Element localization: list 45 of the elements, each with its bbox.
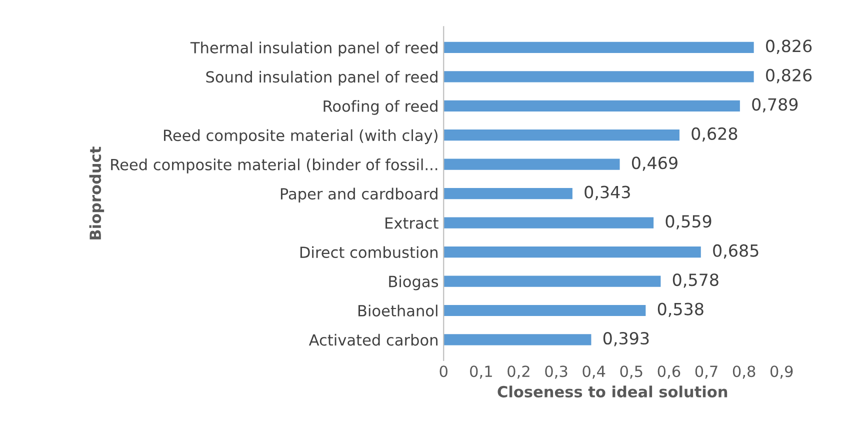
bar: [444, 71, 754, 82]
y-tick-label: Thermal insulation panel of reed: [190, 42, 438, 56]
data-label: 0,826: [766, 40, 812, 54]
y-tick-label: Direct combustion: [300, 246, 438, 258]
x-tick-label: 0,1: [470, 366, 492, 379]
bar: [444, 130, 680, 141]
data-label: 0,826: [766, 68, 812, 84]
data-label: 0,559: [666, 215, 712, 230]
x-tick-label: 0: [440, 366, 448, 378]
data-label: 0,343: [584, 186, 630, 200]
x-tick-label: 0,2: [508, 366, 530, 379]
y-tick-label: Biogas: [389, 275, 438, 290]
y-tick-label: Activated carbon: [308, 334, 438, 346]
y-tick-label: Reed composite material (with clay): [164, 129, 438, 144]
x-tick-label: 0,3: [545, 366, 568, 379]
y-tick-label: Reed composite material (binder of fossil...: [111, 158, 438, 174]
bar: [444, 42, 754, 53]
x-tick-label: 0,7: [695, 366, 718, 379]
data-label: 0,789: [752, 98, 798, 112]
data-label: 0,685: [713, 244, 758, 259]
data-label: 0,469: [632, 156, 678, 171]
x-tick-label: 0,9: [770, 366, 793, 379]
bar: [444, 217, 654, 228]
bar: [444, 100, 740, 112]
data-label: 0,393: [603, 332, 649, 346]
y-tick-label: Paper and cardboard: [280, 188, 438, 203]
bar: [444, 334, 592, 346]
data-label: 0,538: [658, 302, 704, 318]
bar: [444, 304, 646, 316]
x-tick-label: 0,8: [732, 366, 756, 379]
x-tick-label: 0,4: [582, 366, 606, 379]
bar: [444, 158, 620, 170]
bar: [444, 246, 701, 258]
x-tick-label: 0,5: [620, 366, 642, 379]
y-tick-label: Roofing of reed: [324, 100, 438, 115]
data-label: 0,578: [672, 273, 718, 288]
bar: [444, 188, 572, 200]
y-tick-label: Bioethanol: [358, 304, 438, 317]
data-label: 0,628: [692, 127, 738, 142]
bar: [444, 276, 661, 287]
x-tick-label: 0,6: [658, 366, 680, 379]
y-tick-label: Sound insulation panel of reed: [206, 70, 438, 86]
y-axis-title: Bioproduct: [89, 146, 104, 240]
y-tick-label: Extract: [386, 217, 438, 229]
x-axis-title: Closeness to ideal solution: [498, 386, 728, 398]
